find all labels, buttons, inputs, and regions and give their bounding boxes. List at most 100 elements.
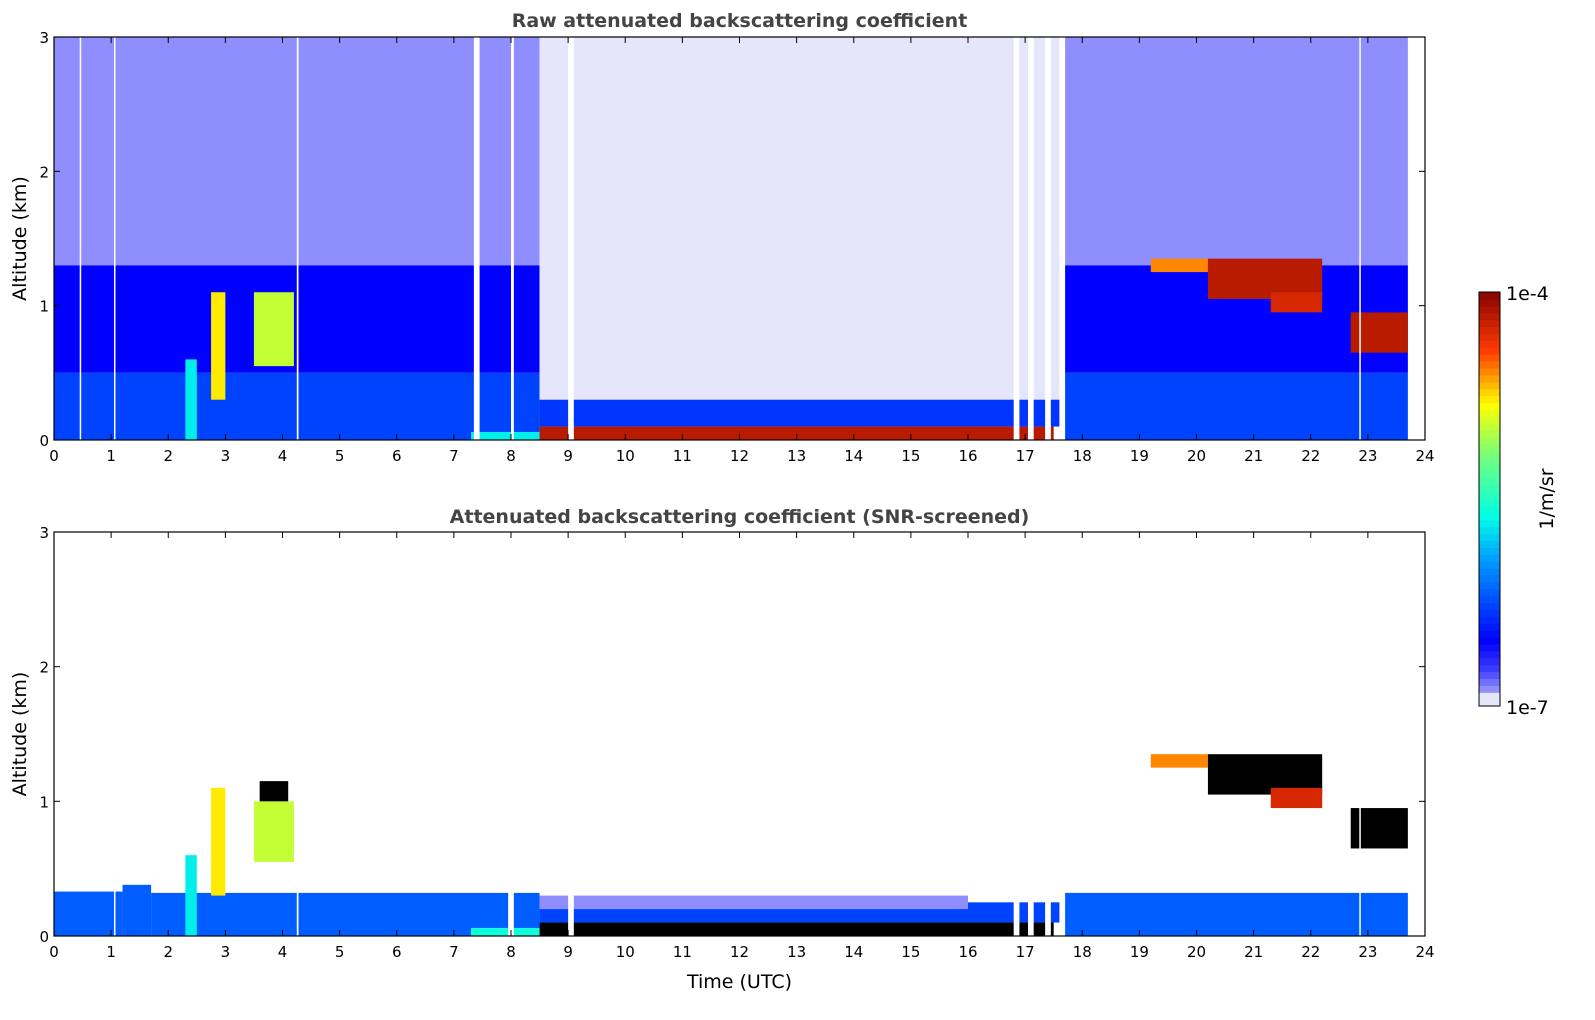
colorbar-step [1479, 699, 1500, 707]
colorbar-step [1479, 312, 1500, 321]
colorbar-step [1479, 671, 1500, 679]
x-axis-label: Time (UTC) [686, 971, 792, 993]
heatmap-cell [211, 292, 226, 400]
x-tick-label: 19 [1130, 447, 1149, 465]
colorbar-step [1479, 505, 1500, 514]
colorbar-step [1479, 519, 1500, 528]
colorbar-step [1479, 416, 1500, 424]
y-tick-label: 2 [39, 163, 49, 181]
heatmap-cell [471, 431, 540, 440]
x-tick-label: 8 [506, 447, 516, 465]
data-gap [79, 37, 82, 440]
colorbar-step [1479, 423, 1500, 431]
y-tick-label: 0 [39, 432, 49, 450]
x-tick-label: 24 [1415, 447, 1434, 465]
colorbar-min-label: 1e-7 [1506, 697, 1549, 719]
x-tick-label: 11 [673, 447, 692, 465]
colorbar-step [1479, 292, 1500, 300]
data-gap [568, 37, 574, 440]
x-tick-label: 0 [49, 447, 59, 465]
x-tick-label: 13 [787, 447, 806, 465]
x-tick-label: 24 [1415, 943, 1434, 961]
colorbar-step [1479, 402, 1500, 410]
colorbar-step [1479, 616, 1500, 624]
colorbar-step [1479, 388, 1500, 397]
x-tick-label: 19 [1130, 943, 1149, 961]
data-gap [508, 532, 514, 936]
x-tick-label: 12 [730, 447, 749, 465]
x-tick-label: 20 [1187, 447, 1206, 465]
colorbar-step [1479, 685, 1500, 693]
y-tick-label: 3 [39, 29, 49, 47]
data-gap [1359, 37, 1361, 440]
x-tick-label: 7 [449, 447, 459, 465]
data-gap [113, 532, 116, 936]
colorbar-step [1479, 361, 1500, 369]
heatmap-cell [185, 359, 197, 440]
heatmap-cell [54, 891, 123, 936]
x-tick-label: 22 [1301, 943, 1320, 961]
colorbar-step [1479, 499, 1500, 507]
heatmap-cell [539, 895, 968, 910]
x-tick-label: 0 [49, 943, 59, 961]
x-tick-label: 21 [1244, 447, 1263, 465]
colorbar-step [1479, 609, 1500, 617]
plot-area [54, 532, 1425, 936]
y-tick-label: 3 [39, 524, 49, 542]
heatmap-cell [539, 399, 1060, 427]
x-tick-label: 4 [278, 447, 288, 465]
colorbar-step [1479, 637, 1500, 645]
heatmap-cell [1065, 372, 1408, 440]
x-tick-label: 10 [616, 943, 635, 961]
heatmap-cell [471, 927, 540, 936]
colorbar-step [1479, 485, 1500, 493]
colorbar-step [1479, 409, 1500, 417]
colorbar-step [1479, 374, 1500, 383]
x-tick-label: 16 [958, 447, 977, 465]
colorbar-step [1479, 602, 1500, 610]
colorbar-step [1479, 319, 1500, 328]
data-gap [1013, 37, 1020, 440]
colorbar-max-label: 1e-4 [1506, 283, 1549, 305]
data-gap [1027, 37, 1034, 440]
heatmap-cell [539, 922, 1054, 936]
colorbar-frame [1478, 291, 1501, 707]
y-axis-label: Altitude (km) [9, 672, 31, 797]
data-gap [1013, 532, 1020, 936]
colorbar-step [1479, 547, 1500, 555]
heatmap-cell [259, 781, 289, 802]
x-tick-label: 15 [901, 943, 920, 961]
x-tick-label: 2 [163, 943, 173, 961]
x-tick-label: 5 [335, 943, 345, 961]
x-tick-label: 9 [563, 447, 573, 465]
colorbar: 1e-4 1e-7 1/m/sr [1478, 283, 1558, 719]
y-tick-label: 0 [39, 928, 49, 946]
colorbar-label: 1/m/sr [1536, 468, 1558, 529]
colorbar-step [1479, 664, 1500, 673]
heatmap-cell [539, 909, 968, 923]
colorbar-step [1479, 643, 1500, 652]
heatmap-cell [1150, 258, 1208, 273]
colorbar-step [1479, 464, 1500, 472]
data-gap [511, 37, 514, 440]
heatmap-cell [1207, 258, 1323, 299]
y-tick-label: 2 [39, 659, 49, 677]
x-tick-label: 5 [335, 447, 345, 465]
x-tick-label: 14 [844, 943, 863, 961]
colorbar-step [1479, 471, 1500, 479]
data-gap [113, 37, 116, 440]
colorbar-step [1479, 650, 1500, 659]
data-gap [473, 37, 480, 440]
heatmap-cell [211, 787, 226, 896]
x-tick-label: 22 [1301, 447, 1320, 465]
heatmap-cell [1150, 754, 1208, 768]
data-gap [296, 37, 299, 440]
x-tick-label: 1 [106, 447, 116, 465]
heatmap-cell [1270, 787, 1323, 809]
x-tick-label: 18 [1073, 447, 1092, 465]
x-tick-label: 3 [221, 943, 231, 961]
colorbar-step [1479, 347, 1500, 355]
panel-title: Attenuated backscattering coefficient (S… [450, 506, 1030, 528]
colorbar-step [1479, 568, 1500, 576]
